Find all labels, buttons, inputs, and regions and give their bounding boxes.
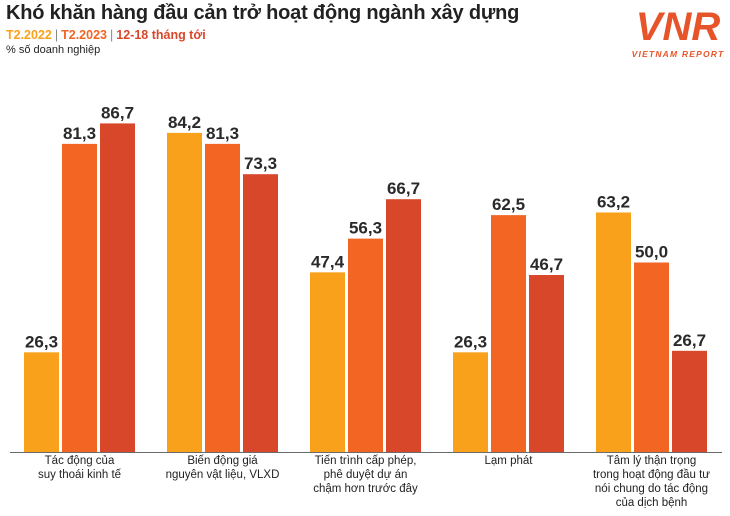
bars-group [24, 123, 707, 453]
category-label-2: Biến động giá nguyên vật liệu, VLXD [165, 455, 280, 481]
bar-3-2 [348, 238, 383, 452]
vietnam-report-logo: VNR VIETNAM REPORT [626, 4, 726, 62]
category-label-4: Lạm phát [484, 455, 533, 467]
category-label-1: Tác động của suy thoái kinh tế [37, 455, 122, 481]
bar-5-3 [672, 350, 707, 452]
legend: T2.2022 | T2.2023 | 12-18 tháng tới [6, 28, 206, 42]
value-label-3-3: 66,7 [387, 179, 420, 198]
bar-1-1 [24, 352, 59, 452]
bar-4-1 [453, 352, 488, 452]
value-label-4-1: 26,3 [454, 332, 487, 351]
value-label-5-1: 63,2 [597, 192, 630, 211]
value-label-3-1: 47,4 [311, 252, 345, 271]
value-label-2-1: 84,2 [168, 113, 201, 132]
value-label-3-2: 56,3 [349, 219, 382, 238]
legend-separator: | [54, 28, 59, 42]
value-label-2-3: 73,3 [244, 154, 277, 173]
legend-separator: | [110, 28, 114, 42]
bar-2-1 [167, 132, 202, 452]
bar-5-2 [634, 262, 669, 452]
legend-item-forecast: 12-18 tháng tới [116, 28, 206, 42]
logo-text: VIETNAM REPORT [631, 49, 725, 59]
value-label-1-2: 81,3 [63, 124, 96, 143]
value-label-5-2: 50,0 [635, 243, 668, 262]
bar-2-3 [243, 174, 278, 452]
value-label-1-3: 86,7 [101, 103, 134, 122]
value-labels-group: 26,3 81,3 86,7 84,2 81,3 73,3 47,456,3 66,7 26,3… [25, 103, 706, 351]
value-label-4-3: 46,7 [530, 255, 563, 274]
vnr-logo-icon: VNR [636, 5, 720, 44]
bar-1-3 [100, 123, 135, 453]
category-label-5: Tâm lý thận trọng trong hoạt động đầu tư… [592, 455, 711, 509]
bar-4-3 [529, 275, 564, 452]
category-label-3: Tiến trình cấp phép, phê duyệt dự án chậ… [313, 455, 418, 495]
bar-4-2 [491, 215, 526, 452]
bar-3-3 [386, 199, 421, 452]
bar-1-2 [62, 143, 97, 453]
value-label-2-2: 81,3 [206, 124, 239, 143]
bar-3-1 [310, 272, 345, 452]
bar-2-2 [205, 143, 240, 453]
value-label-4-2: 62,5 [492, 195, 525, 214]
legend-item-2022: T2.2022 [6, 28, 52, 42]
logo-mark-text: VNR [636, 5, 720, 44]
legend-item-2023: T2.2023 [61, 28, 107, 42]
value-label-1-1: 26,3 [25, 332, 58, 351]
value-label-5-3: 26,7 [673, 331, 706, 350]
bar-5-1 [596, 212, 631, 452]
unit-label: % số doanh nghiệp [6, 44, 101, 56]
chart-title: Khó khăn hàng đầu cản trở hoạt động ngàn… [6, 2, 520, 24]
